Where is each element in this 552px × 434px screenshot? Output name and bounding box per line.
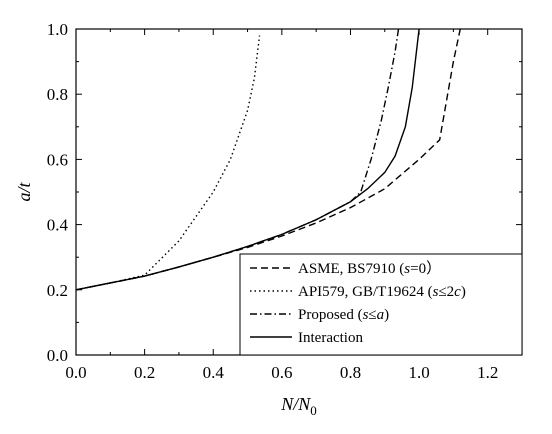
x-tick-label: 1.0 — [408, 363, 429, 382]
x-tick-label: 0.0 — [65, 363, 86, 382]
legend: ASME, BS7910 (s=0） API579, GB/T19624 (s≤2… — [239, 253, 523, 356]
x-tick-label: 0.6 — [271, 363, 292, 382]
y-tick-label: 0.2 — [47, 281, 68, 300]
y-tick-label: 0.0 — [47, 346, 68, 365]
series-line-dashed — [76, 29, 461, 291]
y-tick-label: 0.6 — [47, 150, 68, 169]
series-line-dotted — [76, 35, 261, 291]
legend-label: Interaction — [298, 330, 363, 346]
legend-label: ASME, BS7910 (s=0） — [298, 260, 441, 277]
x-axis-title: N/N0 — [280, 394, 317, 418]
y-axis-title: a/t — [14, 182, 34, 202]
legend-label: Proposed (s≤a) — [298, 307, 389, 323]
y-tick-label: 0.8 — [47, 85, 68, 104]
legend-label: API579, GB/T19624 (s≤2c) — [298, 284, 466, 300]
x-tick-label: 0.8 — [340, 363, 361, 382]
axes: 0.0 0.2 0.4 0.6 0.8 1.0 1.2 0.0 0.2 0.4 0.6 0.8 1.0 N… — [14, 20, 522, 418]
x-tick-label: 0.4 — [203, 363, 225, 382]
series-line-solid — [76, 29, 420, 291]
x-tick-label: 0.2 — [134, 363, 155, 382]
series-layer — [76, 29, 461, 291]
x-tick-label: 1.2 — [477, 363, 498, 382]
legend-box — [239, 253, 523, 356]
y-tick-label: 1.0 — [47, 20, 68, 39]
y-tick-label: 0.4 — [47, 216, 69, 235]
